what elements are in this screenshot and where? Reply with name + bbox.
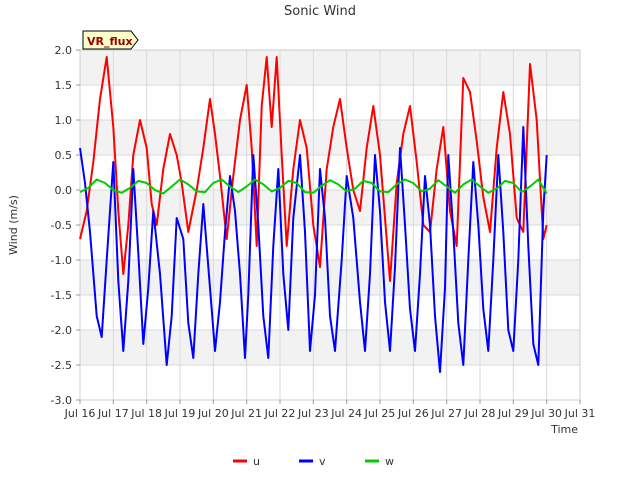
y-tick-label: 2.0 <box>55 44 73 57</box>
chart-title: Sonic Wind <box>284 4 356 19</box>
y-tick-label: -1.0 <box>51 254 72 267</box>
legend-label-u: u <box>253 455 260 468</box>
legend: u v w <box>233 455 394 468</box>
y-tick-label: -0.5 <box>51 219 72 232</box>
y-tick-label: 0.5 <box>55 149 73 162</box>
y-axis-ticks: -3.0 -2.5 -2.0 -1.5 -1.0 -0.5 0.0 0.5 1.0 1.5 2.0 <box>51 44 80 407</box>
y-tick-label: 1.0 <box>55 114 73 127</box>
x-tick-label: Jul 19 <box>164 407 196 420</box>
background-band <box>80 50 580 85</box>
background-band <box>80 260 580 295</box>
legend-label-w: w <box>385 455 394 468</box>
x-tick-label: Jul 23 <box>297 407 329 420</box>
x-tick-label: Jul 29 <box>497 407 529 420</box>
site-badge-label: VR_flux <box>87 35 133 48</box>
y-tick-label: -2.0 <box>51 324 72 337</box>
site-badge-shape <box>82 30 139 50</box>
x-tick-label: Jul 21 <box>230 407 262 420</box>
x-tick-label: Jul 30 <box>530 407 562 420</box>
series-line-w <box>79 178 548 195</box>
background-band <box>80 330 580 365</box>
y-axis-label: Wind (m/s) <box>7 195 20 255</box>
y-tick-label: -2.5 <box>51 359 72 372</box>
x-tick-label: Jul 17 <box>97 407 129 420</box>
x-tick-label: Jul 26 <box>397 407 429 420</box>
background-bands <box>80 50 580 365</box>
x-tick-label: Jul 25 <box>364 407 396 420</box>
x-tick-label: Jul 27 <box>430 407 462 420</box>
y-tick-label: 0.0 <box>55 184 73 197</box>
legend-label-v: v <box>319 455 326 468</box>
y-tick-label: -3.0 <box>51 394 72 407</box>
y-tick-label: 1.5 <box>55 79 73 92</box>
x-tick-label: Jul 22 <box>264 407 296 420</box>
x-axis-label: Time <box>550 423 578 436</box>
x-tick-label: Jul 18 <box>130 407 162 420</box>
site-badge: VR_flux <box>82 30 139 50</box>
series-layer <box>79 56 548 373</box>
x-tick-label: Jul 28 <box>464 407 496 420</box>
y-tick-label: -1.5 <box>51 289 72 302</box>
x-tick-label: Jul 16 <box>64 407 96 420</box>
x-tick-label: Jul 24 <box>330 407 362 420</box>
x-tick-label: Jul 20 <box>197 407 229 420</box>
x-axis-ticks: Jul 16 Jul 17 Jul 18 Jul 19 Jul 20 Jul 21 Jul … <box>64 400 596 420</box>
x-tick-label: Jul 31 <box>564 407 596 420</box>
series-line-v <box>79 126 548 373</box>
